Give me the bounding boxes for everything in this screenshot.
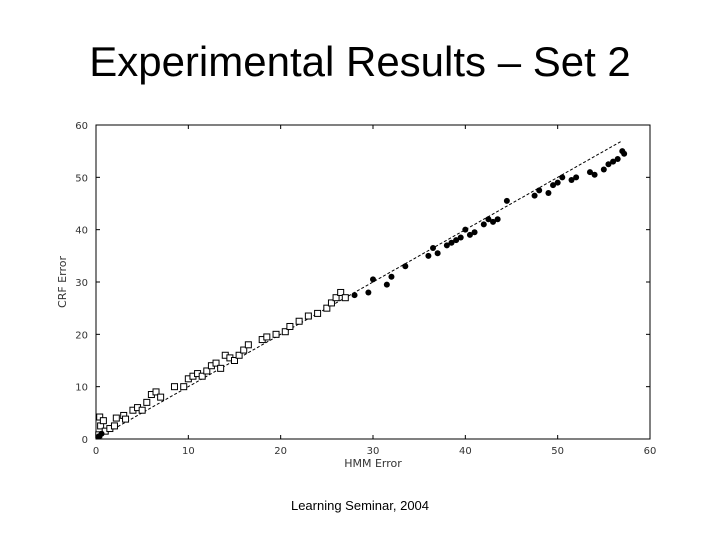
data-point-square xyxy=(235,351,243,359)
data-point-circle xyxy=(443,242,450,249)
x-tick-label: 30 xyxy=(367,446,380,457)
points-layer xyxy=(95,148,628,440)
data-point-circle xyxy=(545,190,552,197)
data-point-square xyxy=(203,367,211,375)
y-tick-label: 60 xyxy=(75,121,88,132)
data-point-circle xyxy=(466,231,473,238)
data-point-circle xyxy=(388,273,395,280)
data-point-circle xyxy=(365,289,372,296)
data-point-circle xyxy=(485,216,492,223)
data-point-circle xyxy=(591,171,598,178)
reference-line xyxy=(95,140,623,440)
data-point-square xyxy=(244,341,252,349)
data-point-square xyxy=(212,359,220,367)
y-tick-label: 20 xyxy=(75,330,88,341)
x-tick-label: 50 xyxy=(551,446,564,457)
data-point-square xyxy=(341,294,349,302)
data-point-circle xyxy=(605,161,612,168)
slide-title: Experimental Results – Set 2 xyxy=(89,38,631,85)
data-point-circle xyxy=(471,229,478,236)
data-point-square xyxy=(231,357,238,364)
data-point-square xyxy=(96,413,104,421)
x-tick-label: 40 xyxy=(459,446,472,457)
data-point-circle xyxy=(490,218,497,225)
data-point-circle xyxy=(568,176,575,183)
data-point-square xyxy=(295,317,303,325)
data-point-circle xyxy=(614,156,621,163)
data-point-circle xyxy=(425,252,432,259)
data-point-circle xyxy=(610,158,617,165)
data-point-circle xyxy=(448,239,455,246)
data-point-square xyxy=(337,288,345,296)
y-tick-label: 30 xyxy=(75,278,88,289)
data-point-square xyxy=(314,309,322,317)
data-point-square xyxy=(99,417,107,425)
data-point-square xyxy=(272,330,280,338)
data-point-circle xyxy=(586,169,593,176)
ticks-layer: 0 10 20 30 40 50 60 0 10 20 30 40 50 60 xyxy=(75,121,656,457)
data-point-square xyxy=(198,372,206,380)
footer-text: Learning Seminar, 2004 xyxy=(290,498,430,513)
data-point-circle xyxy=(600,166,607,173)
x-tick-label: 0 xyxy=(93,446,99,457)
data-point-circle xyxy=(531,192,538,199)
x-tick-label: 60 xyxy=(644,446,657,457)
data-point-square xyxy=(263,333,271,341)
data-point-square xyxy=(332,294,340,302)
data-point-circle xyxy=(550,182,557,189)
y-tick-label: 50 xyxy=(75,173,88,184)
data-point-square xyxy=(304,312,312,320)
data-point-circle xyxy=(503,197,510,204)
data-point-square xyxy=(217,364,225,372)
data-point-circle xyxy=(621,150,628,157)
data-point-square xyxy=(143,398,151,406)
data-point-circle xyxy=(457,234,464,241)
data-point-circle xyxy=(430,244,437,251)
data-point-circle xyxy=(370,276,376,283)
data-point-circle xyxy=(434,250,441,257)
data-point-circle xyxy=(536,187,543,194)
data-point-square xyxy=(157,393,165,401)
data-point-circle xyxy=(98,430,105,437)
data-point-square xyxy=(323,304,331,312)
y-axis-label: CRF Error xyxy=(56,256,69,308)
data-point-circle xyxy=(402,263,409,270)
data-point-circle xyxy=(554,179,561,186)
data-point-circle xyxy=(573,174,580,181)
data-point-circle xyxy=(351,292,358,299)
data-point-circle xyxy=(480,221,487,228)
data-point-square xyxy=(138,406,146,414)
data-point-square xyxy=(152,388,160,396)
y-tick-label: 40 xyxy=(75,226,88,237)
data-point-square xyxy=(110,422,118,430)
data-point-square xyxy=(112,414,120,422)
data-point-circle xyxy=(453,237,460,244)
data-point-square xyxy=(240,346,248,354)
data-point-square xyxy=(281,328,289,336)
y-tick-label: 10 xyxy=(75,383,88,394)
x-tick-label: 10 xyxy=(182,446,195,457)
y-tick-label: 0 xyxy=(82,435,88,446)
data-point-square xyxy=(327,299,335,307)
data-point-circle xyxy=(559,174,566,181)
data-point-square xyxy=(286,322,294,330)
x-tick-label: 20 xyxy=(274,446,287,457)
data-point-circle xyxy=(462,226,469,233)
data-point-square xyxy=(180,383,188,391)
x-axis-label: HMM Error xyxy=(344,457,402,470)
data-point-circle xyxy=(494,216,501,223)
data-point-square xyxy=(170,383,178,391)
data-point-circle xyxy=(383,281,390,288)
data-point-square xyxy=(122,415,130,423)
